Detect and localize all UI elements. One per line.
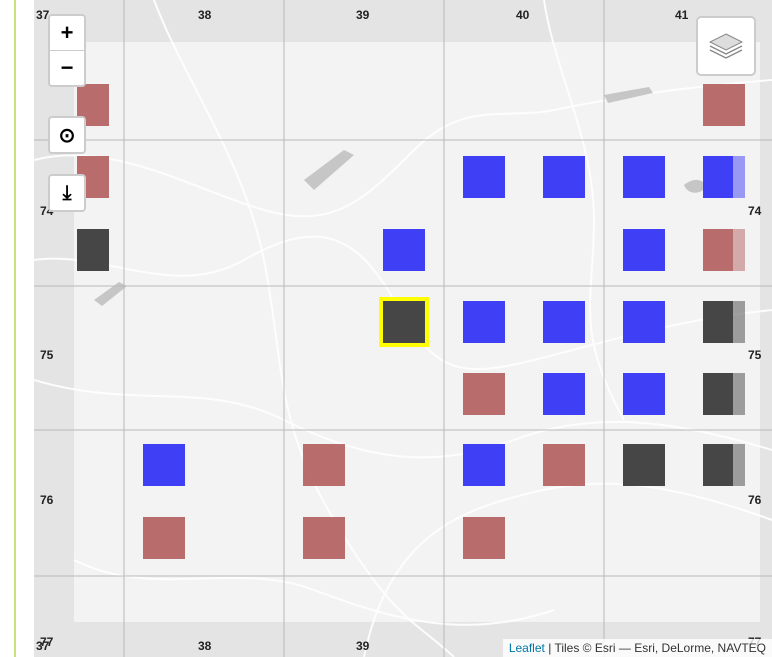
column-label-top: 38 [198, 8, 212, 22]
grid-cell-blue[interactable] [623, 301, 665, 343]
grid-cell-dark[interactable] [703, 373, 733, 415]
download-control: ⤓ [48, 174, 86, 212]
grid-cell-red[interactable] [143, 517, 185, 559]
row-label-left: 77 [40, 635, 54, 649]
grid-cell-blue[interactable] [143, 444, 185, 486]
grid-cell-red[interactable] [463, 373, 505, 415]
grid-lines [34, 0, 772, 657]
grid-cell-blue[interactable] [623, 373, 665, 415]
grid-cell-red[interactable] [703, 229, 733, 271]
grid-cell-blue[interactable] [383, 229, 425, 271]
grid-cell-blue[interactable] [543, 373, 585, 415]
column-label-top: 40 [516, 8, 530, 22]
grid-cell-red[interactable] [703, 84, 745, 126]
row-label-right: 76 [748, 493, 762, 507]
grid-cell-blue[interactable] [623, 156, 665, 198]
roads [34, 0, 772, 657]
grid-cell-blue[interactable] [463, 156, 505, 198]
grid-cell-dark[interactable] [77, 229, 109, 271]
row-label-left: 76 [40, 493, 54, 507]
grid-cell-overflow [733, 156, 745, 198]
map-background [34, 0, 772, 657]
grid-cell-red[interactable] [303, 517, 345, 559]
zoom-in-button[interactable]: + [60, 20, 74, 45]
tiles-attribution-text: Tiles © Esri — Esri, DeLorme, NAVTEQ [554, 641, 766, 655]
column-label-bottom: 39 [356, 639, 370, 653]
selected-grid-cell[interactable] [383, 301, 425, 343]
layers-icon [708, 33, 744, 59]
download-button[interactable]: ⤓ [62, 181, 72, 204]
zoom-control: + − [48, 14, 86, 87]
grid-cell-overflow [733, 229, 745, 271]
grid-cell-blue[interactable] [463, 444, 505, 486]
grid-cell-blue[interactable] [543, 301, 585, 343]
map-container[interactable]: 37 38 39 40 41 37 38 39 74 75 76 77 74 7… [34, 0, 772, 657]
column-label-top: 39 [356, 8, 370, 22]
left-border [14, 0, 16, 657]
row-label-right: 75 [748, 348, 762, 362]
grid-cell-dark[interactable] [623, 444, 665, 486]
locate-control: ⊙ [48, 116, 86, 154]
leaflet-link[interactable]: Leaflet [508, 641, 545, 655]
grid-cell-overflow [733, 444, 745, 486]
grid-cell-blue[interactable] [543, 156, 585, 198]
attribution-separator: | [548, 641, 552, 655]
column-label-bottom: 38 [198, 639, 212, 653]
column-label-bottom: 37 [36, 639, 50, 653]
water-features [94, 87, 706, 306]
column-label-top: 37 [36, 8, 50, 22]
row-label-left: 75 [40, 348, 54, 362]
grid-cell-overflow [733, 373, 745, 415]
grid-cell-blue[interactable] [703, 156, 733, 198]
grid-cell-red[interactable] [463, 517, 505, 559]
grid-cell-red[interactable] [543, 444, 585, 486]
row-label-right: 74 [748, 204, 762, 218]
map-attribution: Leaflet | Tiles © Esri — Esri, DeLorme, … [502, 639, 772, 657]
grid-cell-blue[interactable] [623, 229, 665, 271]
zoom-out-button[interactable]: − [50, 50, 84, 85]
grid-cell-overflow [733, 301, 745, 343]
grid-cell-dark[interactable] [703, 444, 733, 486]
column-label-top: 41 [675, 8, 689, 22]
grid-cell-dark[interactable] [703, 301, 733, 343]
grid-cell-blue[interactable] [463, 301, 505, 343]
layers-toggle-button[interactable] [696, 16, 756, 76]
grid-cell-red[interactable] [303, 444, 345, 486]
locate-button[interactable]: ⊙ [58, 124, 76, 147]
